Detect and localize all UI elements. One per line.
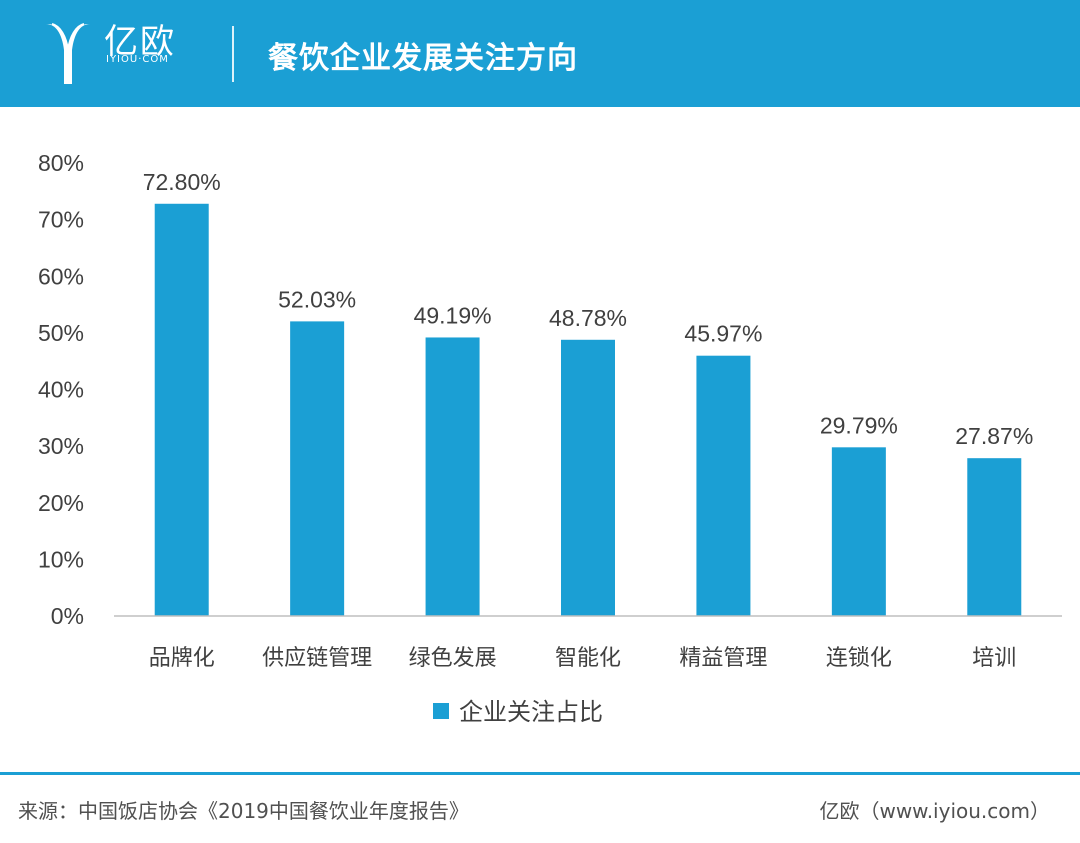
bar [831, 447, 886, 616]
y-tick-label: 70% [38, 207, 84, 233]
legend-label: 企业关注占比 [459, 698, 603, 726]
category-label: 培训 [972, 646, 1016, 671]
category-label: 品牌化 [149, 646, 215, 671]
footer-divider [0, 772, 1080, 775]
bar [696, 355, 751, 616]
category-label: 绿色发展 [409, 646, 497, 671]
credit-note: 亿欧（www.iyiou.com） [819, 799, 1050, 823]
bar [425, 337, 480, 616]
header-banner: 亿欧 IYIOU·COM 餐饮企业发展关注方向 [0, 0, 1080, 107]
bar-chart: 0% 10% 20% 30% 40% 50% 60% 70% 80% 72.80% 52.03% 4… [38, 150, 1062, 726]
y-tick-label: 0% [51, 603, 84, 629]
data-label: 52.03% [278, 286, 356, 312]
data-label: 27.87% [955, 423, 1033, 449]
chart-title: 餐饮企业发展关注方向 [268, 41, 578, 76]
y-axis-ticks: 0% 10% 20% 30% 40% 50% 60% 70% 80% [38, 150, 84, 629]
category-label: 供应链管理 [262, 646, 372, 671]
category-label: 连锁化 [826, 646, 892, 671]
y-tick-label: 60% [38, 263, 84, 289]
data-label: 45.97% [684, 321, 762, 347]
bar [154, 203, 209, 616]
data-label: 48.78% [549, 305, 627, 331]
category-label: 精益管理 [679, 646, 767, 671]
bar [290, 321, 345, 616]
legend-swatch [433, 703, 449, 719]
iyiou-logo-icon [46, 23, 90, 84]
bar [967, 458, 1022, 616]
logo-text-en: IYIOU·COM [106, 54, 169, 65]
y-tick-label: 80% [38, 150, 84, 176]
bars [154, 203, 1022, 616]
data-labels: 72.80% 52.03% 49.19% 48.78% 45.97% 29.79% 27.8… [143, 169, 1034, 449]
y-tick-label: 50% [38, 320, 84, 346]
category-label: 智能化 [555, 646, 621, 671]
data-label: 72.80% [143, 169, 221, 195]
legend: 企业关注占比 [433, 698, 603, 726]
logo-text-cn: 亿欧 [104, 22, 176, 62]
data-label: 49.19% [414, 302, 492, 328]
y-tick-label: 20% [38, 490, 84, 516]
category-labels: 品牌化 供应链管理 绿色发展 智能化 精益管理 连锁化 培训 [149, 646, 1017, 671]
y-tick-label: 10% [38, 546, 84, 572]
header-divider [232, 26, 234, 82]
data-label: 29.79% [820, 412, 898, 438]
y-tick-label: 40% [38, 377, 84, 403]
bar [561, 339, 615, 616]
source-note: 来源：中国饭店协会《2019中国餐饮业年度报告》 [18, 799, 469, 823]
y-tick-label: 30% [38, 433, 84, 459]
